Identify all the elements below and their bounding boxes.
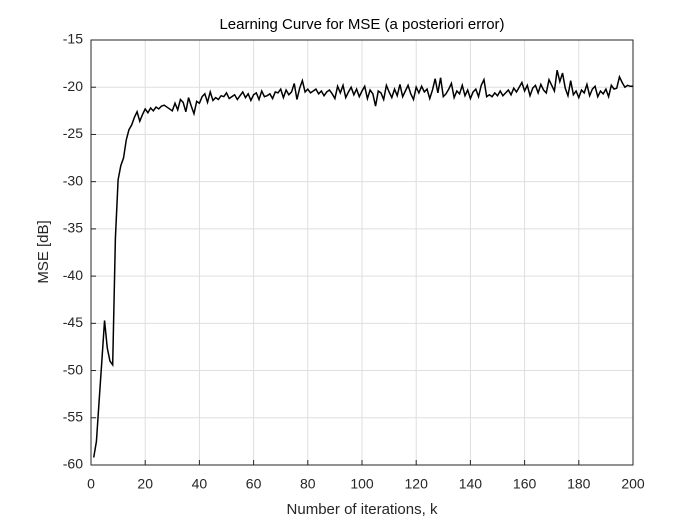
y-tick-label: -60 bbox=[63, 456, 83, 472]
data-line bbox=[92, 70, 633, 458]
x-tick-label: 0 bbox=[87, 476, 95, 492]
x-tick-label: 20 bbox=[137, 476, 153, 492]
y-tick-label: -15 bbox=[63, 31, 83, 47]
y-tick-label: -20 bbox=[63, 78, 83, 94]
x-tick-label: 120 bbox=[405, 476, 429, 492]
axes-box bbox=[90, 39, 634, 466]
x-axis-label: Number of iterations, k bbox=[287, 501, 438, 518]
y-tick-label: -30 bbox=[63, 172, 83, 188]
x-tick-label: 140 bbox=[459, 476, 483, 492]
y-axis-label: MSE [dB] bbox=[35, 220, 52, 283]
y-tick-label: -25 bbox=[63, 125, 83, 141]
chart-title: Learning Curve for MSE (a posteriori err… bbox=[219, 16, 504, 33]
x-tick-label: 80 bbox=[300, 476, 316, 492]
x-tick-label: 160 bbox=[513, 476, 537, 492]
x-tick-label: 40 bbox=[192, 476, 208, 492]
x-tick-label: 180 bbox=[567, 476, 591, 492]
y-tick-label: -50 bbox=[63, 361, 83, 377]
y-tick-label: -35 bbox=[63, 220, 83, 236]
y-tick-label: -55 bbox=[63, 408, 83, 424]
y-tick-label: -40 bbox=[63, 267, 83, 283]
x-tick-label: 200 bbox=[621, 476, 645, 492]
y-tick-label: -45 bbox=[63, 314, 83, 330]
x-tick-label: 60 bbox=[246, 476, 262, 492]
x-tick-label: 100 bbox=[350, 476, 374, 492]
